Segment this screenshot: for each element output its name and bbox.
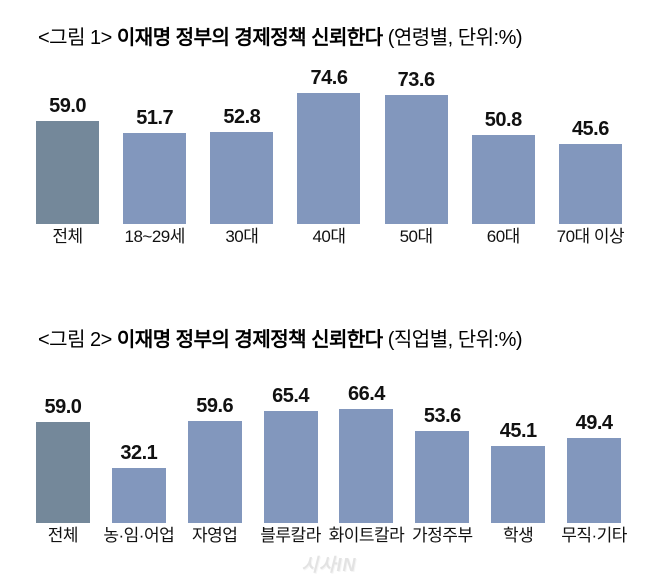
bar (35, 422, 90, 523)
chart1-title-figure-number: <그림 1> (38, 27, 112, 49)
bar-column: 65.4 블루칼라 (253, 381, 329, 549)
bar-category-label: 50대 (399, 227, 434, 246)
bar-value-label: 59.0 (44, 396, 82, 418)
age-group-bar-chart: 59.0 전체 51.7 18~29세 52.8 30대 74.6 40대 73.6 50대 50.… (24, 65, 634, 250)
bar (36, 120, 100, 224)
bar-value-label: 45.1 (499, 419, 537, 442)
bar-category-label: 18~29세 (124, 227, 186, 246)
bar-value-label: 52.8 (223, 105, 261, 128)
bar (384, 95, 448, 224)
bar-column: 73.6 50대 (373, 65, 460, 250)
bar-column: 52.8 30대 (198, 65, 285, 250)
bar-category-label: 농·임·어업 (103, 526, 175, 545)
sisain-watermark: 시사IN (301, 555, 357, 575)
bar-value-label: 51.7 (136, 107, 174, 130)
bar-value-label: 32.1 (120, 442, 158, 464)
bar-column: 45.6 70대 이상 (547, 65, 634, 250)
bar-category-label: 60대 (486, 227, 521, 246)
bar-category-label: 학생 (503, 526, 534, 545)
bar (111, 468, 166, 523)
bar-category-label: 전체 (47, 526, 79, 545)
chart1-title-unit-note: (연령별, 단위:%) (387, 27, 523, 49)
bar-column: 49.4 무직·기타 (556, 381, 632, 549)
bar-category-label: 전체 (52, 227, 83, 246)
bar (339, 409, 394, 523)
bar-column: 50.8 60대 (460, 65, 547, 250)
bar-column: 59.0 전체 (24, 65, 111, 250)
bar-category-label: 화이트칼라 (328, 526, 405, 545)
bar-value-label: 65.4 (272, 385, 310, 407)
bar-column: 53.6 가정주부 (404, 381, 480, 549)
chart1-title-main: 이재명 정부의 경제정책 신뢰한다 (116, 27, 383, 49)
chart2-title-unit-note: (직업별, 단위:%) (387, 329, 523, 351)
bar (558, 144, 622, 224)
bar-column: 59.6 자영업 (177, 381, 253, 549)
bar-category-label: 가정주부 (412, 526, 473, 545)
bar-column: 66.4 화이트칼라 (329, 381, 405, 549)
bar (263, 411, 318, 523)
chart2-title-figure-number: <그림 2> (38, 329, 112, 351)
bar-value-label: 45.6 (571, 118, 609, 141)
chart2-title: <그림 2> 이재명 정부의 경제정책 신뢰한다 (직업별, 단위:%) (38, 326, 523, 354)
bar (567, 438, 622, 523)
bar-value-label: 49.4 (575, 412, 613, 435)
bar-category-label: 30대 (225, 227, 259, 246)
bar-category-label: 40대 (312, 227, 346, 246)
bar (123, 133, 187, 224)
bar (471, 135, 535, 224)
chart2-title-main: 이재명 정부의 경제정책 신뢰한다 (116, 329, 383, 351)
bar-column: 59.0 전체 (25, 381, 101, 549)
bar-value-label: 53.6 (423, 405, 461, 428)
bar-value-label: 73.6 (397, 69, 435, 92)
bar-value-label: 59.0 (49, 94, 87, 117)
bar-value-label: 50.8 (484, 109, 522, 131)
bar-value-label: 66.4 (347, 383, 385, 406)
bar (491, 445, 546, 523)
bar-column: 32.1 농·임·어업 (101, 381, 177, 549)
bar-column: 74.6 40대 (285, 65, 372, 250)
bar-value-label: 74.6 (310, 67, 348, 90)
bar (187, 421, 242, 523)
chart1-title: <그림 1> 이재명 정부의 경제정책 신뢰한다 (연령별, 단위:%) (38, 24, 523, 52)
bar-category-label: 블루칼라 (260, 526, 321, 545)
occupation-bar-chart: 59.0 전체 32.1 농·임·어업 59.6 자영업 65.4 블루칼라 66.4 화이트칼라… (25, 381, 632, 549)
bar-value-label: 59.6 (196, 395, 234, 417)
bar-category-label: 자영업 (191, 526, 238, 545)
bar-category-label: 무직·기타 (561, 526, 627, 545)
bar (210, 131, 274, 224)
bar (297, 93, 361, 224)
bar (415, 431, 470, 523)
bar-column: 45.1 학생 (480, 381, 556, 549)
bar-column: 51.7 18~29세 (111, 65, 198, 250)
bar-category-label: 70대 이상 (556, 227, 625, 246)
